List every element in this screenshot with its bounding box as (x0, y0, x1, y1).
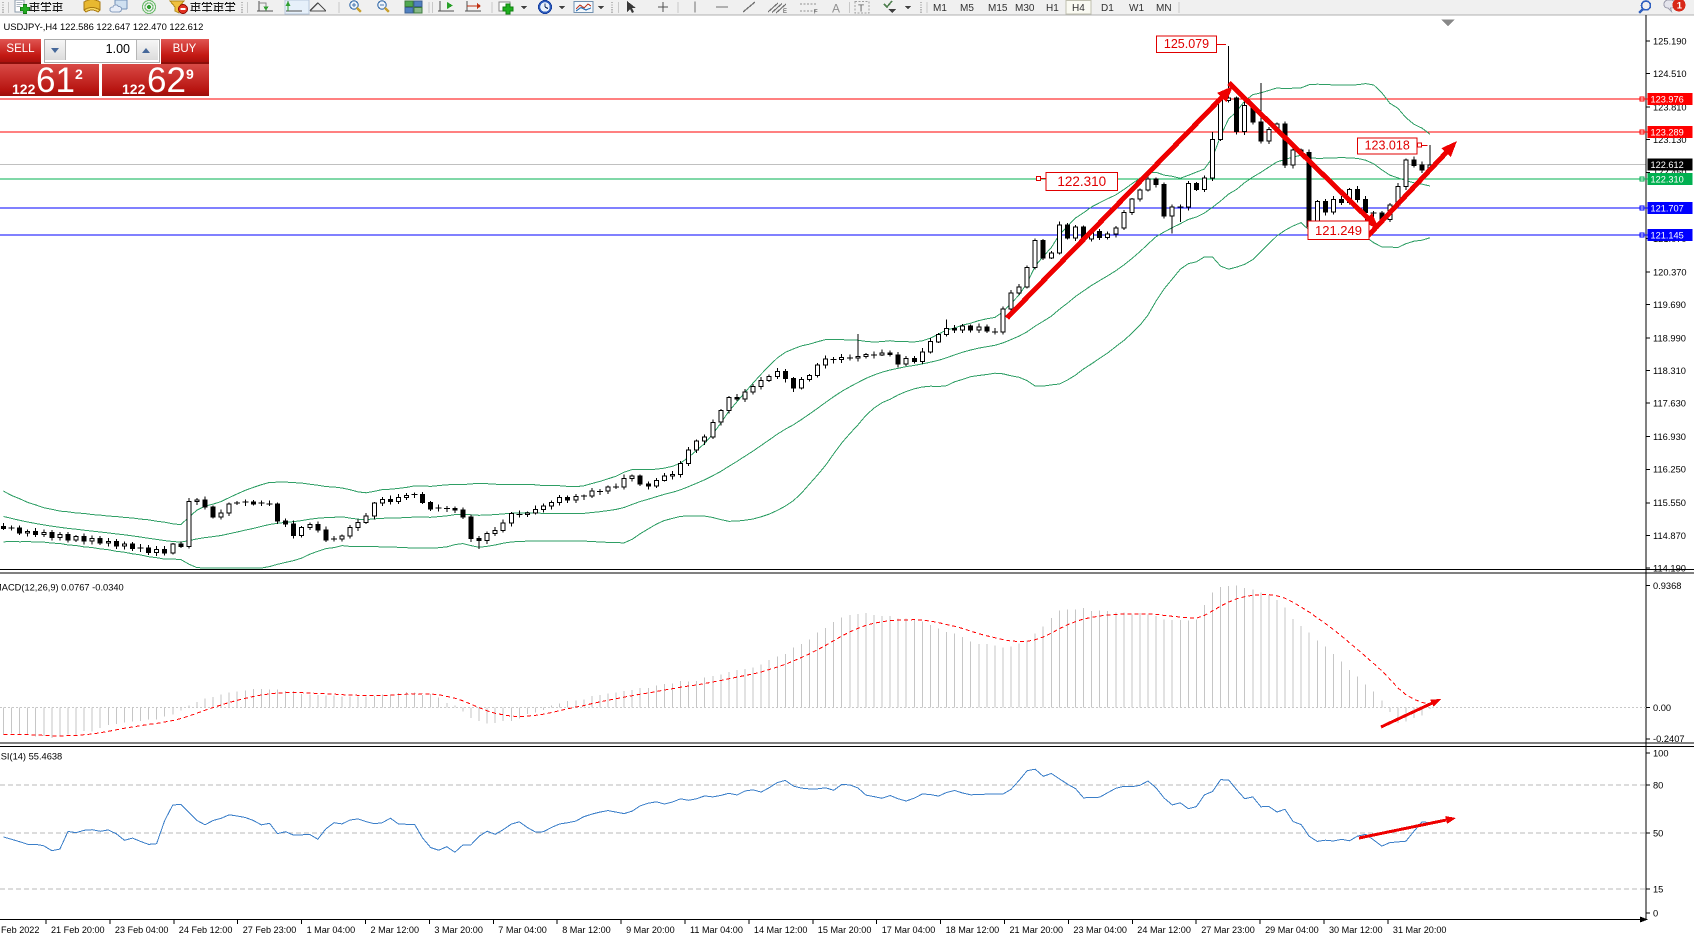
svg-text:121.707: 121.707 (1651, 203, 1684, 213)
svg-text:21 Mar 20:00: 21 Mar 20:00 (1010, 925, 1064, 935)
svg-text:1: 1 (1677, 1, 1683, 12)
svg-text:-0.2407: -0.2407 (1653, 734, 1685, 744)
svg-text:100: 100 (1653, 748, 1669, 758)
svg-text:124.510: 124.510 (1653, 69, 1687, 79)
svg-text:M30: M30 (1015, 3, 1035, 14)
svg-text:118.990: 118.990 (1653, 333, 1686, 343)
svg-text:M5: M5 (960, 3, 974, 14)
svg-text:M1: M1 (933, 3, 947, 14)
svg-text:121.145: 121.145 (1651, 230, 1684, 240)
svg-text:114.870: 114.870 (1653, 531, 1686, 541)
svg-text:A: A (832, 2, 840, 16)
svg-text:116.250: 116.250 (1653, 465, 1686, 475)
svg-text:123.976: 123.976 (1651, 95, 1684, 105)
svg-text:50: 50 (1653, 828, 1663, 838)
svg-text:0.00: 0.00 (1653, 703, 1671, 713)
svg-text:125.079: 125.079 (1164, 37, 1209, 51)
svg-text:122.310: 122.310 (1651, 175, 1684, 185)
svg-text:3 Mar 20:00: 3 Mar 20:00 (434, 925, 483, 935)
svg-text:21 Feb 20:00: 21 Feb 20:00 (51, 925, 105, 935)
svg-text:15: 15 (1653, 884, 1663, 894)
svg-text:122.310: 122.310 (1057, 174, 1106, 189)
svg-text:MACD(12,26,9) 0.0767 -0.0340: MACD(12,26,9) 0.0767 -0.0340 (0, 583, 124, 593)
svg-text:122.450: 122.450 (1653, 168, 1687, 178)
svg-text:USDJPY-,H4 122.586 122.647 12: USDJPY-,H4 122.586 122.647 122.470 122.6… (4, 21, 204, 32)
svg-text:121.249: 121.249 (1315, 223, 1362, 238)
svg-text:115.550: 115.550 (1653, 498, 1686, 508)
svg-text:27 Mar 23:00: 27 Mar 23:00 (1201, 925, 1255, 935)
svg-text:14 Mar 12:00: 14 Mar 12:00 (754, 925, 808, 935)
svg-text:MN: MN (1156, 3, 1172, 14)
svg-text:123.289: 123.289 (1651, 128, 1684, 138)
svg-text:0: 0 (1653, 908, 1658, 918)
svg-text:119.690: 119.690 (1653, 300, 1686, 310)
svg-text:31 Mar 20:00: 31 Mar 20:00 (1393, 925, 1447, 935)
svg-text:1 Mar 04:00: 1 Mar 04:00 (307, 925, 356, 935)
svg-text:30 Mar 12:00: 30 Mar 12:00 (1329, 925, 1383, 935)
svg-text:0.9368: 0.9368 (1653, 581, 1681, 591)
svg-text:123.018: 123.018 (1365, 139, 1410, 153)
svg-text:23 Feb 04:00: 23 Feb 04:00 (115, 925, 169, 935)
svg-text:24 Mar 12:00: 24 Mar 12:00 (1137, 925, 1191, 935)
svg-text:114.190: 114.190 (1653, 563, 1686, 573)
svg-text:18 Mar 12:00: 18 Mar 12:00 (946, 925, 1000, 935)
svg-text:8 Mar 12:00: 8 Mar 12:00 (562, 925, 611, 935)
svg-text:H4: H4 (1072, 3, 1085, 14)
svg-text:H1: H1 (1046, 3, 1059, 14)
svg-text:80: 80 (1653, 780, 1663, 790)
svg-text:W1: W1 (1129, 3, 1144, 14)
svg-text:123.130: 123.130 (1653, 135, 1687, 145)
svg-text:7 Mar 04:00: 7 Mar 04:00 (498, 925, 547, 935)
svg-text:2 Mar 12:00: 2 Mar 12:00 (371, 925, 420, 935)
svg-text:9 Mar 20:00: 9 Mar 20:00 (626, 925, 675, 935)
svg-text:125.190: 125.190 (1653, 36, 1687, 46)
svg-text:120.370: 120.370 (1653, 267, 1687, 277)
svg-text:T: T (858, 4, 864, 15)
svg-text:F: F (814, 10, 818, 16)
svg-text:116.930: 116.930 (1653, 432, 1686, 442)
svg-text:23 Mar 04:00: 23 Mar 04:00 (1073, 925, 1127, 935)
svg-text:D1: D1 (1101, 3, 1114, 14)
svg-text:17 Mar 04:00: 17 Mar 04:00 (882, 925, 936, 935)
svg-text:Feb 2022: Feb 2022 (1, 925, 39, 935)
svg-text:E: E (783, 9, 787, 15)
svg-text:24 Feb 12:00: 24 Feb 12:00 (179, 925, 233, 935)
svg-text:122.612: 122.612 (1651, 160, 1684, 170)
svg-text:15 Mar 20:00: 15 Mar 20:00 (818, 925, 872, 935)
svg-text:29 Mar 04:00: 29 Mar 04:00 (1265, 925, 1319, 935)
svg-text:RSI(14) 55.4638: RSI(14) 55.4638 (0, 752, 62, 762)
svg-text:123.810: 123.810 (1653, 103, 1687, 113)
svg-text:118.310: 118.310 (1653, 366, 1686, 376)
svg-text:11 Mar 04:00: 11 Mar 04:00 (690, 925, 743, 935)
svg-text:27 Feb 23:00: 27 Feb 23:00 (243, 925, 297, 935)
svg-text:117.630: 117.630 (1653, 399, 1686, 409)
svg-text:M15: M15 (988, 3, 1008, 14)
